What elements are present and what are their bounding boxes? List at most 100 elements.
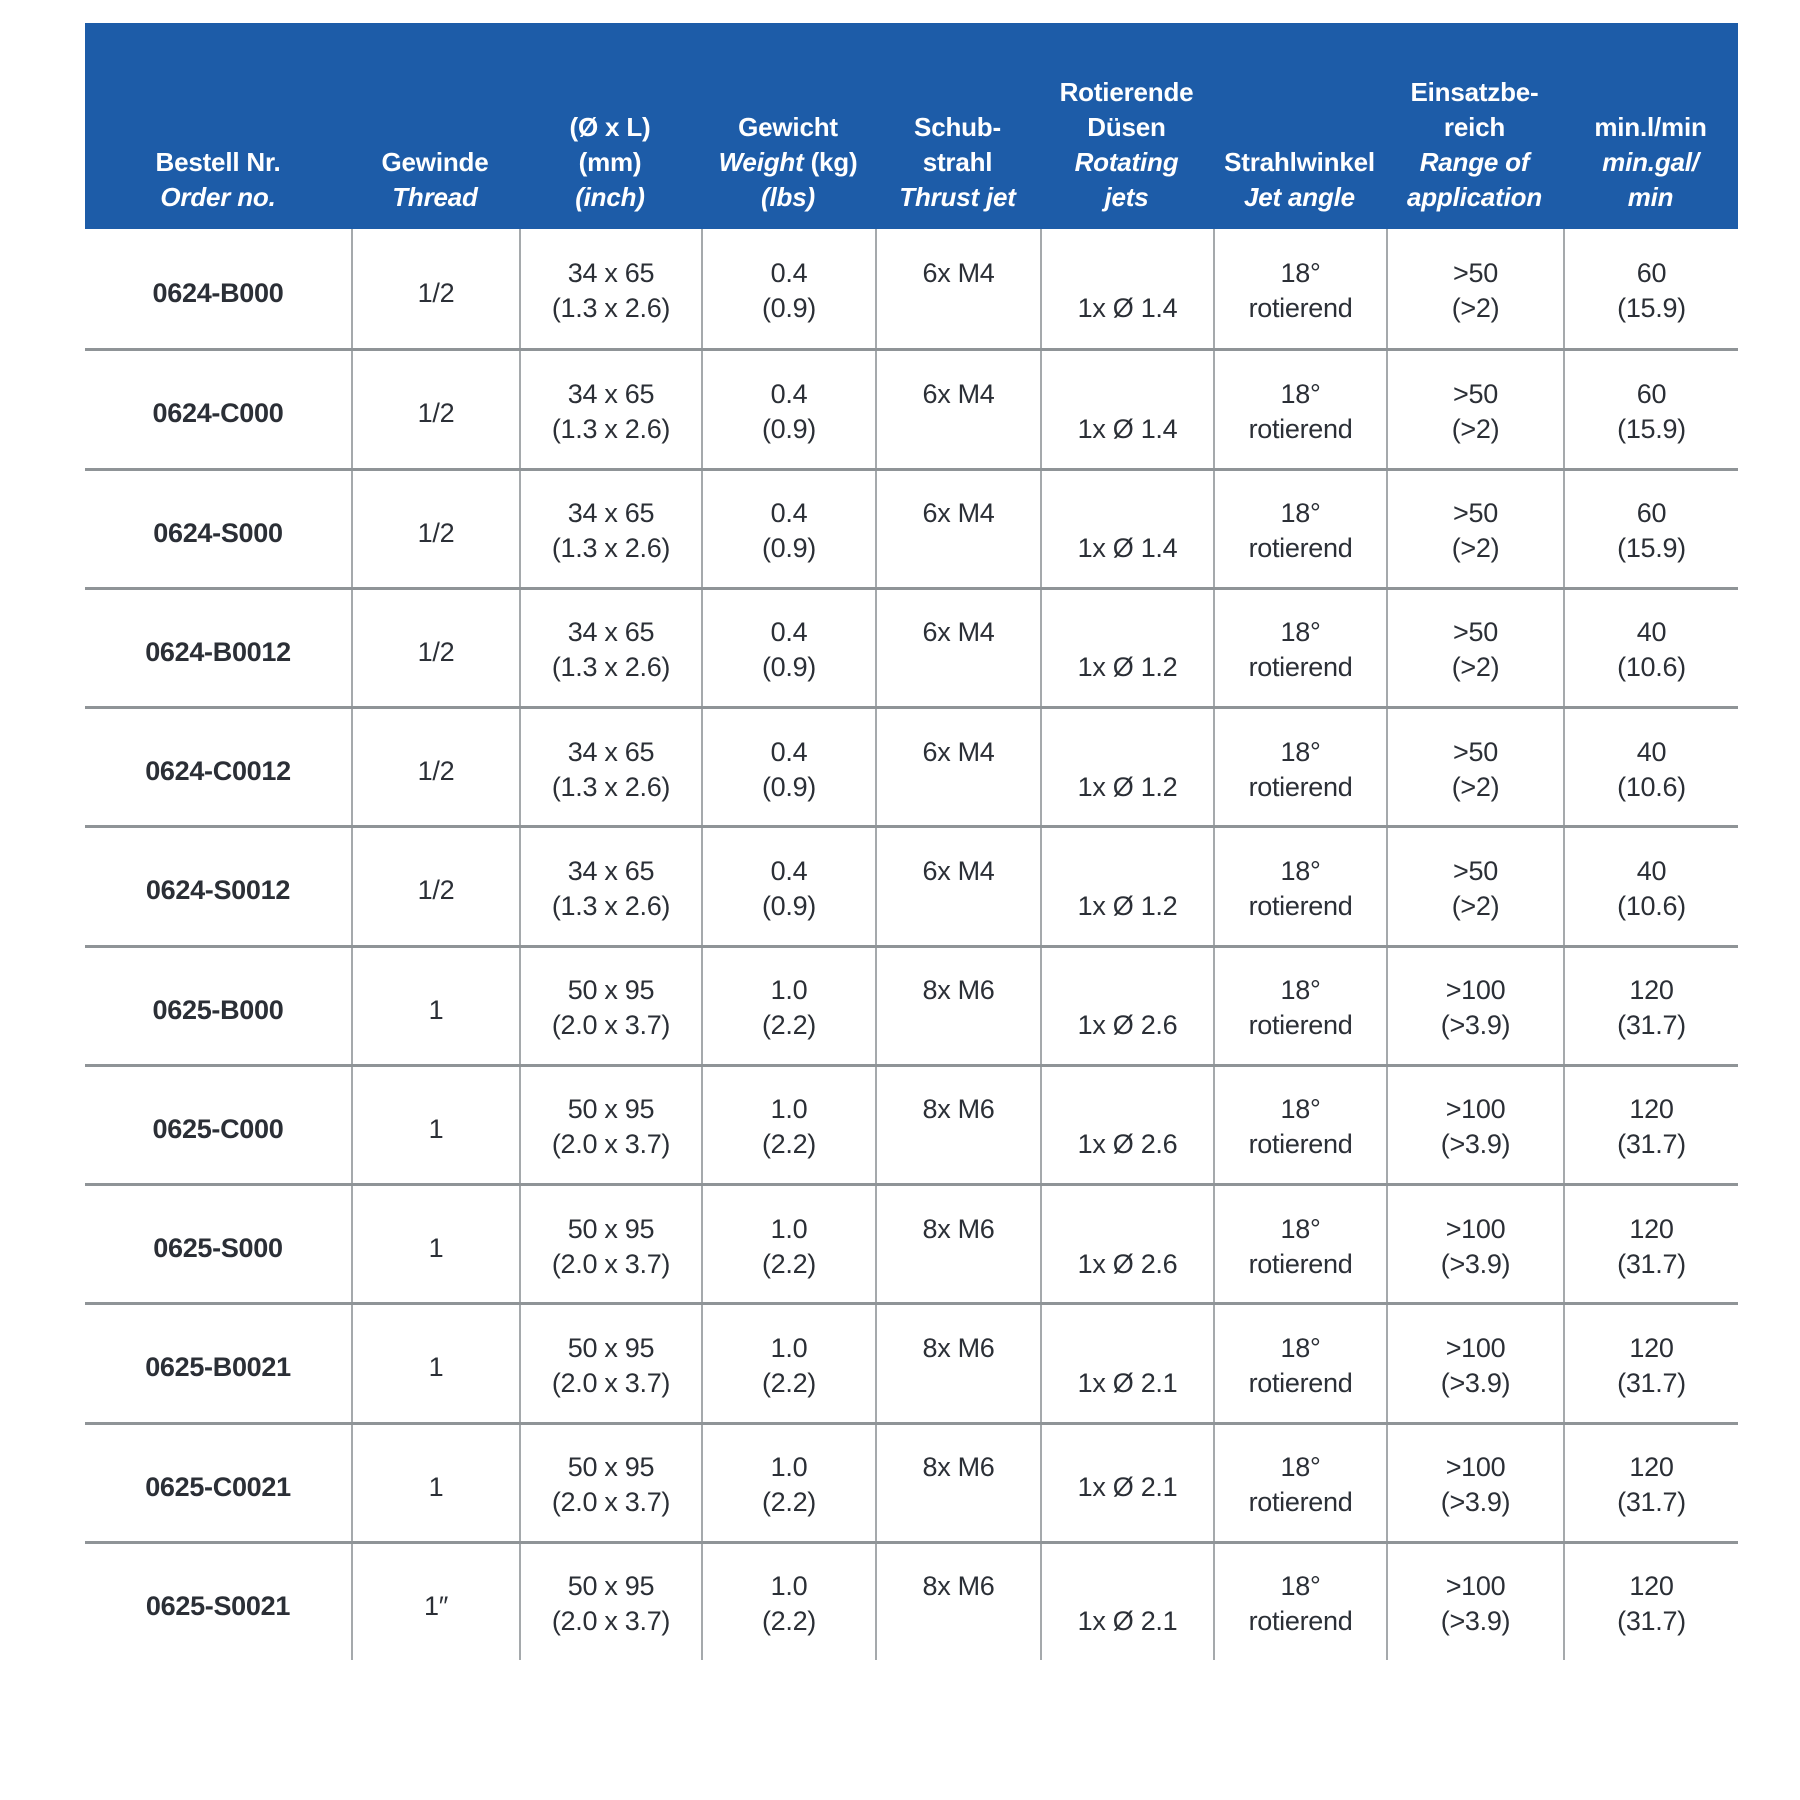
cell-weight: 0.4 (0.9)	[701, 470, 875, 587]
cell-rotating-jets: 1x Ø 2.6	[1040, 947, 1213, 1064]
thrust-jet-line1: 6x M4	[922, 378, 995, 409]
rotating-jets-line2: 1x Ø 1.4	[1077, 413, 1178, 444]
dimensions-line2: (2.0 x 3.7)	[551, 1248, 671, 1279]
cell-dimensions: 50 x 95 (2.0 x 3.7)	[519, 1543, 701, 1660]
thrust-jet-line1: 8x M6	[922, 1332, 995, 1363]
dimensions: 34 x 65 (1.3 x 2.6)	[521, 709, 701, 825]
cell-thrust-jet: 6x M4	[875, 828, 1040, 945]
cell-dimensions: 34 x 65 (1.3 x 2.6)	[519, 351, 701, 468]
flow-rate: 40 (10.6)	[1565, 709, 1738, 825]
cell-range-of-application: >50 (>2)	[1386, 229, 1563, 349]
dimensions: 50 x 95 (2.0 x 3.7)	[521, 1425, 701, 1541]
header-text-segment: min.gal/	[1602, 147, 1699, 177]
rotating-jets-line1	[1042, 1212, 1213, 1247]
jet-angle-line1: 18°	[1280, 1213, 1321, 1244]
dimensions-line2: (1.3 x 2.6)	[551, 413, 671, 444]
header-text-segment: Rotating	[1074, 147, 1179, 177]
table-row: 0624-C000 1/2 34 x 65 (1.3 x 2.6) 0.4 (0.9) 6x…	[85, 348, 1738, 468]
thread-value: 1	[428, 1352, 444, 1383]
cell-range-of-application: >100 (>3.9)	[1386, 1186, 1563, 1303]
header-text-segment: application	[1406, 182, 1543, 212]
weight-line1: 1.0	[770, 975, 808, 1006]
range-of-application-line2: (>3.9)	[1440, 1367, 1511, 1398]
cell-weight: 0.4 (0.9)	[701, 229, 875, 349]
weight: 1.0 (2.2)	[703, 1544, 875, 1660]
header-text-segment: Strahlwinkel	[1224, 147, 1375, 177]
flow-rate-line2: (15.9)	[1617, 413, 1686, 444]
product-spec-table: Bestell Nr. Order no. Gewinde Thread (Ø x L)…	[85, 23, 1738, 1660]
dimensions-line1: 34 x 65	[567, 378, 655, 409]
weight-line2: (2.2)	[761, 1367, 817, 1398]
header-text-segment: Range of	[1419, 147, 1530, 177]
range-of-application-line2: (>2)	[1451, 652, 1500, 683]
header-line: Jet angle	[1244, 180, 1355, 215]
rotating-jets-line1	[1042, 973, 1213, 1008]
dimensions-line2: (1.3 x 2.6)	[551, 890, 671, 921]
cell-thread: 1/2	[351, 229, 519, 349]
order-no-value: 0624-S000	[153, 517, 283, 548]
jet-angle-line1: 18°	[1280, 617, 1321, 648]
cell-order-no: 0624-C0012	[85, 709, 351, 825]
cell-order-no: 0625-S0021	[85, 1544, 351, 1660]
range-of-application: >50 (>2)	[1388, 828, 1563, 944]
jet-angle-line2: rotierend	[1248, 771, 1353, 802]
jet-angle: 18° rotierend	[1215, 1425, 1386, 1541]
cell-weight: 1.0 (2.2)	[701, 1066, 875, 1183]
dimensions-line2: (1.3 x 2.6)	[551, 771, 671, 802]
thrust-jet: 8x M6	[877, 1067, 1040, 1183]
header-text-segment: Weight	[718, 147, 811, 177]
cell-thrust-jet: 8x M6	[875, 1424, 1040, 1541]
rotating-jets: 1x Ø 1.2	[1042, 590, 1213, 706]
rotating-jets: 1x Ø 1.2	[1042, 709, 1213, 825]
thread-value: 1/2	[417, 756, 455, 787]
rotating-jets-line1	[1042, 1569, 1213, 1604]
cell-order-no: 0624-C000	[85, 351, 351, 467]
cell-dimensions: 50 x 95 (2.0 x 3.7)	[519, 1424, 701, 1541]
cell-weight: 1.0 (2.2)	[701, 1186, 875, 1303]
thread-value: 1	[428, 1113, 444, 1144]
header-line: Schub-	[914, 110, 1001, 145]
range-of-application-line1: >50	[1453, 258, 1498, 289]
cell-range-of-application: >50 (>2)	[1386, 351, 1563, 468]
flow-rate-line2: (31.7)	[1617, 1248, 1686, 1279]
flow-rate: 60 (15.9)	[1565, 351, 1738, 467]
jet-angle-line1: 18°	[1280, 258, 1321, 289]
dimensions-line1: 34 x 65	[567, 498, 655, 529]
weight-line1: 0.4	[770, 378, 808, 409]
cell-weight: 0.4 (0.9)	[701, 351, 875, 468]
weight-line2: (0.9)	[761, 413, 817, 444]
cell-thrust-jet: 6x M4	[875, 589, 1040, 706]
cell-flow-rate: 120 (31.7)	[1563, 1186, 1738, 1303]
cell-rotating-jets: 1x Ø 2.6	[1040, 1186, 1213, 1303]
header-text-segment: Schub-	[914, 112, 1001, 142]
dimensions-line2: (2.0 x 3.7)	[551, 1010, 671, 1041]
weight-line1: 1.0	[770, 1332, 808, 1363]
range-of-application: >100 (>3.9)	[1388, 1305, 1563, 1421]
cell-rotating-jets: 1x Ø 1.4	[1040, 470, 1213, 587]
header-line: Thrust jet	[899, 180, 1016, 215]
cell-flow-rate: 40 (10.6)	[1563, 828, 1738, 945]
cell-range-of-application: >100 (>3.9)	[1386, 1543, 1563, 1660]
cell-weight: 0.4 (0.9)	[701, 828, 875, 945]
dimensions-line2: (1.3 x 2.6)	[551, 293, 671, 324]
weight-line2: (0.9)	[761, 890, 817, 921]
cell-thrust-jet: 6x M4	[875, 470, 1040, 587]
jet-angle: 18° rotierend	[1215, 828, 1386, 944]
thread-value: 1	[428, 1233, 444, 1264]
cell-jet-angle: 18° rotierend	[1213, 1186, 1386, 1303]
cell-dimensions: 34 x 65 (1.3 x 2.6)	[519, 229, 701, 349]
cell-flow-rate: 120 (31.7)	[1563, 1424, 1738, 1541]
jet-angle-line2: rotierend	[1248, 1606, 1353, 1637]
dimensions-line1: 50 x 95	[567, 1213, 655, 1244]
cell-flow-rate: 120 (31.7)	[1563, 1543, 1738, 1660]
cell-order-no: 0625-B000	[85, 948, 351, 1064]
order-no-value: 0625-C0021	[145, 1471, 291, 1502]
range-of-application-line2: (>3.9)	[1440, 1010, 1511, 1041]
table-row: 0624-S0012 1/2 34 x 65 (1.3 x 2.6) 0.4 (0.9) 6…	[85, 825, 1738, 945]
weight: 0.4 (0.9)	[703, 351, 875, 467]
range-of-application-line1: >50	[1453, 617, 1498, 648]
header-line: Gewinde	[382, 145, 489, 180]
rotating-jets-line2: 1x Ø 2.6	[1077, 1010, 1178, 1041]
thrust-jet-line2	[877, 650, 1040, 685]
